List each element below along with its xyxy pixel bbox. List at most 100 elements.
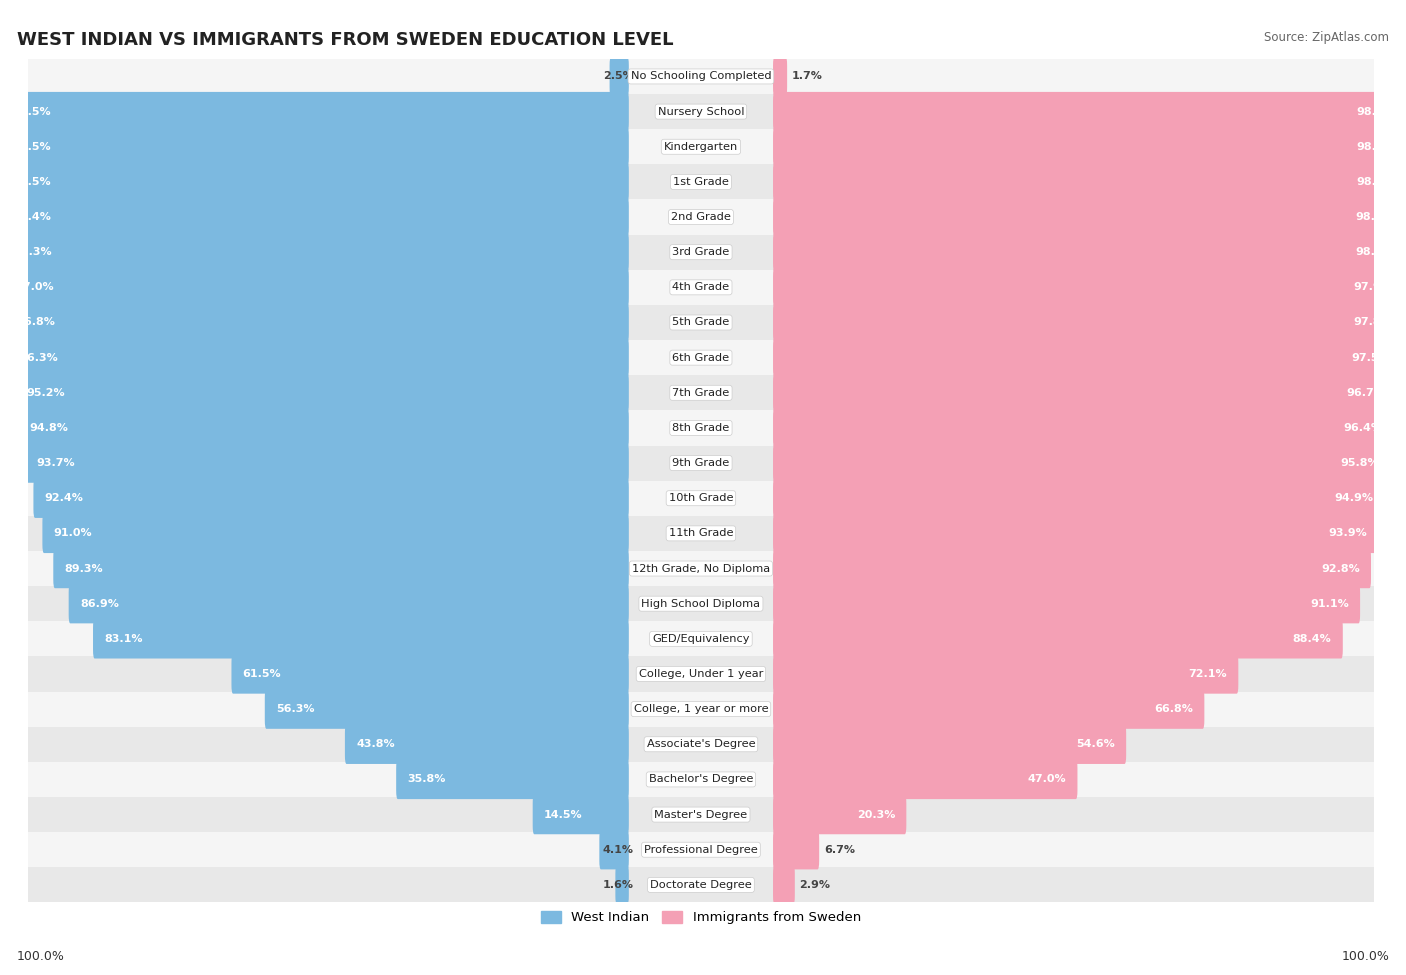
Bar [28,446,1374,481]
Text: 97.8%: 97.8% [1353,318,1392,328]
Text: 2nd Grade: 2nd Grade [671,212,731,222]
Text: 94.8%: 94.8% [30,423,67,433]
FancyBboxPatch shape [1,232,628,272]
FancyBboxPatch shape [1,127,628,167]
Text: Bachelor's Degree: Bachelor's Degree [648,774,754,785]
Text: 96.8%: 96.8% [17,318,55,328]
Bar [28,621,1374,656]
Text: 6.7%: 6.7% [824,844,855,855]
FancyBboxPatch shape [773,57,787,97]
Bar [28,129,1374,165]
Bar [28,410,1374,446]
Text: 72.1%: 72.1% [1188,669,1227,679]
Text: 97.5%: 97.5% [11,106,51,117]
Text: No Schooling Completed: No Schooling Completed [631,71,772,82]
Bar [28,165,1374,200]
Bar [28,868,1374,903]
FancyBboxPatch shape [773,549,1371,588]
Text: 2.9%: 2.9% [800,879,831,890]
Text: 12th Grade, No Diploma: 12th Grade, No Diploma [631,564,770,573]
Text: 97.5%: 97.5% [11,176,51,187]
Text: WEST INDIAN VS IMMIGRANTS FROM SWEDEN EDUCATION LEVEL: WEST INDIAN VS IMMIGRANTS FROM SWEDEN ED… [17,31,673,49]
Text: 89.3%: 89.3% [65,564,103,573]
Text: Doctorate Degree: Doctorate Degree [650,879,752,890]
Text: 98.3%: 98.3% [1357,176,1395,187]
Legend: West Indian, Immigrants from Sweden: West Indian, Immigrants from Sweden [536,906,866,929]
Text: 96.7%: 96.7% [1346,388,1385,398]
Text: 95.2%: 95.2% [27,388,65,398]
Text: 98.2%: 98.2% [1355,212,1395,222]
Bar [28,94,1374,129]
FancyBboxPatch shape [773,654,1239,693]
Text: Source: ZipAtlas.com: Source: ZipAtlas.com [1264,31,1389,44]
Text: 47.0%: 47.0% [1028,774,1066,785]
FancyBboxPatch shape [34,479,628,518]
FancyBboxPatch shape [773,92,1406,132]
Bar [28,551,1374,586]
Text: 98.3%: 98.3% [1357,141,1395,152]
Bar [28,832,1374,868]
FancyBboxPatch shape [15,373,628,412]
Text: 83.1%: 83.1% [104,634,143,644]
Text: 96.3%: 96.3% [20,353,59,363]
Text: High School Diploma: High School Diploma [641,599,761,608]
Text: 7th Grade: 7th Grade [672,388,730,398]
FancyBboxPatch shape [773,795,907,835]
Bar [28,691,1374,726]
Bar [28,656,1374,691]
Text: 9th Grade: 9th Grade [672,458,730,468]
FancyBboxPatch shape [773,197,1406,237]
Text: 91.0%: 91.0% [53,528,93,538]
Text: 95.8%: 95.8% [1340,458,1379,468]
FancyBboxPatch shape [773,162,1406,202]
Text: 93.9%: 93.9% [1329,528,1367,538]
FancyBboxPatch shape [773,338,1402,377]
Text: Professional Degree: Professional Degree [644,844,758,855]
Text: 97.4%: 97.4% [13,212,52,222]
FancyBboxPatch shape [616,865,628,905]
Text: 100.0%: 100.0% [1341,951,1389,963]
Text: 8th Grade: 8th Grade [672,423,730,433]
Text: 54.6%: 54.6% [1076,739,1115,749]
Text: 94.9%: 94.9% [1334,493,1374,503]
FancyBboxPatch shape [773,127,1406,167]
Text: College, 1 year or more: College, 1 year or more [634,704,768,714]
Bar [28,481,1374,516]
FancyBboxPatch shape [773,689,1205,728]
Bar [28,726,1374,761]
FancyBboxPatch shape [773,619,1343,658]
FancyBboxPatch shape [773,409,1395,448]
Text: 43.8%: 43.8% [356,739,395,749]
Bar [28,375,1374,410]
FancyBboxPatch shape [533,795,628,835]
Text: 6th Grade: 6th Grade [672,353,730,363]
Text: 1st Grade: 1st Grade [673,176,728,187]
FancyBboxPatch shape [773,303,1403,342]
FancyBboxPatch shape [93,619,628,658]
Text: 97.0%: 97.0% [15,283,53,292]
Text: 1.7%: 1.7% [792,71,823,82]
FancyBboxPatch shape [42,514,628,553]
Bar [28,516,1374,551]
Bar [28,305,1374,340]
Text: 93.7%: 93.7% [37,458,75,468]
FancyBboxPatch shape [344,724,628,764]
Text: 2.5%: 2.5% [603,71,634,82]
Text: 97.5%: 97.5% [1351,353,1391,363]
Text: 5th Grade: 5th Grade [672,318,730,328]
FancyBboxPatch shape [599,830,628,870]
FancyBboxPatch shape [264,689,628,728]
FancyBboxPatch shape [773,373,1396,412]
Text: GED/Equivalency: GED/Equivalency [652,634,749,644]
Bar [28,200,1374,235]
Text: 98.1%: 98.1% [1355,248,1393,257]
Text: 20.3%: 20.3% [856,809,896,820]
FancyBboxPatch shape [69,584,628,623]
FancyBboxPatch shape [6,303,628,342]
FancyBboxPatch shape [773,830,820,870]
FancyBboxPatch shape [53,549,628,588]
Text: 92.8%: 92.8% [1322,564,1360,573]
FancyBboxPatch shape [610,57,628,97]
Text: 98.3%: 98.3% [1357,106,1395,117]
Text: College, Under 1 year: College, Under 1 year [638,669,763,679]
